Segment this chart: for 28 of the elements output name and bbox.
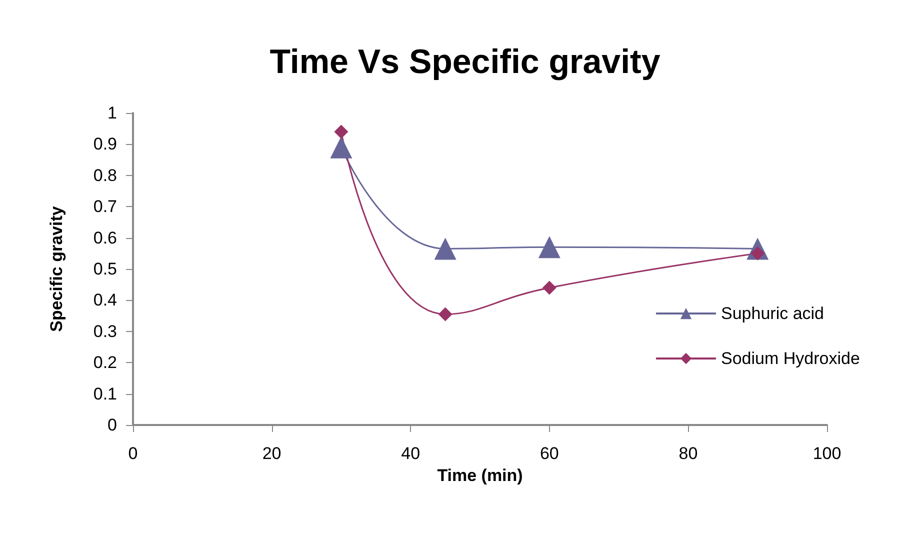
y-tick-label: 0.9 <box>93 134 117 154</box>
y-tick-label: 0.2 <box>93 353 117 372</box>
x-tick-label: 20 <box>262 444 282 463</box>
y-tick-label: 0.6 <box>93 228 117 248</box>
point <box>542 280 556 295</box>
x-axis-title: Time (min) <box>437 466 523 485</box>
y-tick-label: 0.7 <box>93 197 117 216</box>
legend-label: Suphuric acid <box>721 304 824 323</box>
x-tick-label: 40 <box>401 444 420 463</box>
y-tick-label: 1 <box>108 104 117 122</box>
y-axis-title: Specific gravity <box>47 206 66 332</box>
x-tick-label: 80 <box>678 444 698 463</box>
y-tick-label: 0.4 <box>93 290 117 310</box>
point <box>538 236 560 258</box>
legend-label: Sodium Hydroxide <box>721 349 860 368</box>
point <box>334 124 348 139</box>
y-tick-label: 0.3 <box>93 322 117 341</box>
y-tick-label: 0.1 <box>93 384 117 404</box>
y-tick-label: 0.5 <box>93 260 117 278</box>
chart-title: Time Vs Specific gravity <box>270 43 660 81</box>
point <box>438 307 452 322</box>
point <box>434 238 456 260</box>
x-tick-label: 60 <box>540 444 559 463</box>
y-tick-label: 0.8 <box>93 166 117 185</box>
x-tick-label: 100 <box>812 444 842 463</box>
point <box>330 136 352 158</box>
y-tick-label: 0 <box>108 416 117 434</box>
x-tick-label: 0 <box>128 444 138 463</box>
